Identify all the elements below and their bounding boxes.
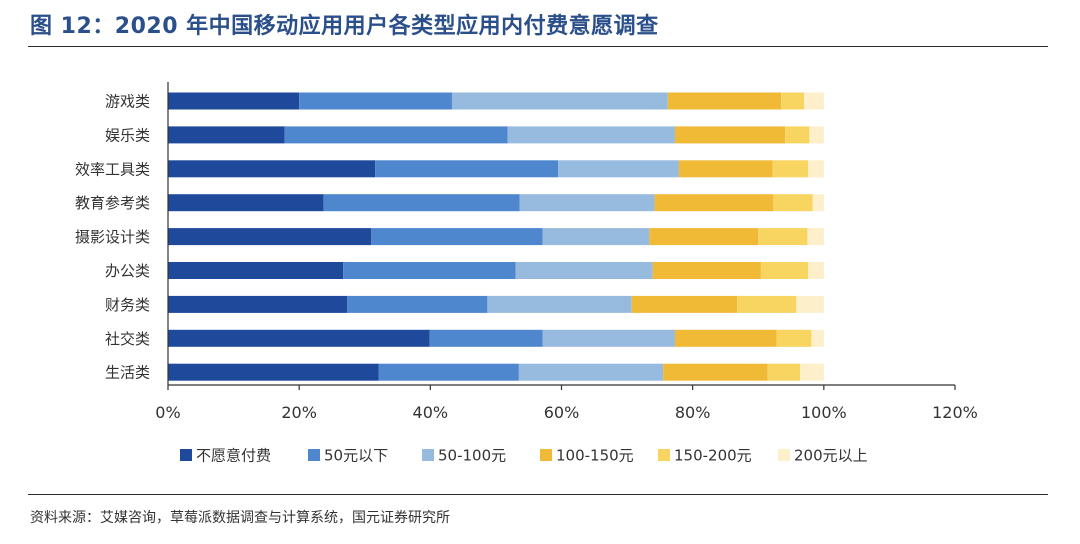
category-label: 办公类 (105, 262, 150, 280)
bar-segment (168, 262, 344, 279)
legend-label: 不愿意付费 (196, 447, 271, 465)
bar-segment (518, 363, 664, 381)
bar-segment (785, 126, 810, 144)
x-tick-label: 80% (675, 403, 711, 422)
bar-segment (767, 363, 801, 381)
bar-segment (773, 194, 813, 212)
legend-label: 50-100元 (438, 447, 506, 465)
bar-segment (808, 160, 824, 178)
bar-segment (631, 295, 738, 313)
bar-segment (807, 228, 824, 246)
bar-group (168, 92, 824, 381)
bar-segment (654, 194, 774, 212)
stacked-bar-chart: 0% 20% 40% 60% 80% 100% 120% 游戏类娱乐类效率工具类教育参考类摄… (75, 82, 978, 465)
bar-segment (429, 329, 543, 347)
bar-segment (796, 295, 824, 313)
legend-label: 150-200元 (674, 447, 752, 465)
x-tick-label: 60% (544, 403, 580, 422)
bar-segment (168, 363, 379, 381)
legend-label: 100-150元 (556, 447, 634, 465)
category-label: 生活类 (105, 364, 150, 382)
category-label: 效率工具类 (75, 160, 150, 178)
bar-segment (542, 228, 650, 246)
legend-swatch (540, 449, 552, 461)
chart-title: 图 12：2020 年中国移动应用用户各类型应用内付费意愿调查 (30, 14, 659, 39)
x-tick-label: 20% (281, 403, 317, 422)
bar-segment (487, 295, 632, 313)
legend-swatch (778, 449, 790, 461)
legend-swatch (308, 449, 320, 461)
category-label: 游戏类 (105, 93, 150, 111)
bar-segment (378, 363, 519, 381)
bar-segment (558, 160, 679, 178)
bar-segment (284, 126, 508, 144)
bar-segment (667, 92, 782, 110)
legend: 不愿意付费 50元以下 50-100元 100-150元 150-200元 200元以上 (180, 447, 868, 465)
bar-segment (808, 262, 824, 279)
x-tick-label: 120% (932, 403, 978, 422)
bar-segment (776, 329, 812, 347)
category-label: 娱乐类 (105, 126, 150, 144)
bar-segment (674, 126, 786, 144)
legend-swatch (180, 449, 192, 461)
bar-segment (649, 228, 759, 246)
x-tick-label: 100% (801, 403, 847, 422)
bar-segment (781, 92, 805, 110)
bar-segment (299, 92, 452, 110)
bar-segment (371, 228, 543, 246)
bar-segment (168, 295, 348, 313)
category-label: 社交类 (105, 330, 150, 348)
bar-segment (804, 92, 824, 110)
source-note: 资料来源：艾媒咨询，草莓派数据调查与计算系统，国元证券研究所 (30, 510, 450, 526)
x-tick-label: 40% (413, 403, 449, 422)
bar-segment (737, 295, 797, 313)
category-label: 财务类 (105, 296, 150, 314)
bar-segment (507, 126, 675, 144)
bar-segment (168, 126, 285, 144)
bar-segment (800, 363, 824, 381)
category-label: 摄影设计类 (75, 228, 150, 246)
title-rule (28, 46, 1048, 47)
legend-swatch (658, 449, 670, 461)
x-tick-label: 0% (155, 403, 180, 422)
bar-segment (809, 126, 824, 144)
bar-segment (758, 228, 808, 246)
bar-segment (663, 363, 768, 381)
bar-segment (375, 160, 559, 178)
bar-segment (323, 194, 520, 212)
bar-segment (451, 92, 668, 110)
bar-segment (772, 160, 809, 178)
legend-label: 200元以上 (794, 447, 868, 465)
bar-segment (515, 262, 653, 279)
bar-segment (347, 295, 488, 313)
bar-segment (674, 329, 777, 347)
bar-segment (168, 160, 376, 178)
bar-segment (519, 194, 655, 212)
bar-segment (168, 92, 300, 110)
bar-segment (168, 194, 324, 212)
bar-segment (811, 329, 824, 347)
x-axis: 0% 20% 40% 60% 80% 100% 120% (155, 82, 978, 422)
bar-segment (652, 262, 761, 279)
bar-segment (812, 194, 824, 212)
bar-segment (343, 262, 516, 279)
bar-segment (168, 329, 430, 347)
bar-segment (678, 160, 773, 178)
bar-segment (760, 262, 809, 279)
bar-segment (542, 329, 675, 347)
category-label: 教育参考类 (75, 194, 150, 212)
legend-label: 50元以下 (324, 447, 388, 465)
legend-swatch (422, 449, 434, 461)
source-rule (28, 494, 1048, 495)
bar-segment (168, 228, 372, 246)
